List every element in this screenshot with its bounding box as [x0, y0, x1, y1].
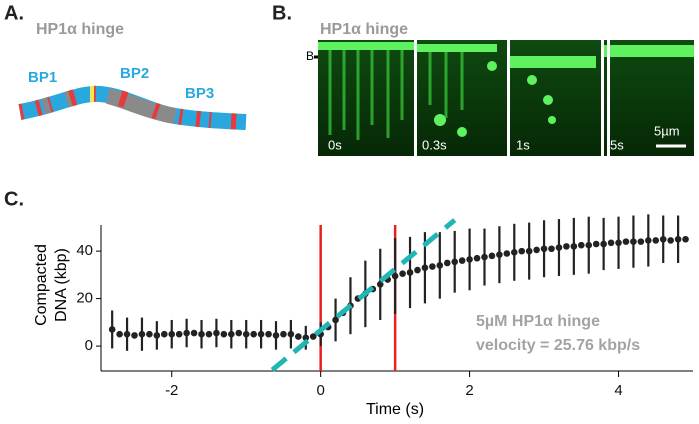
data-point	[525, 247, 533, 255]
data-point	[585, 241, 593, 249]
data-point	[518, 247, 526, 255]
data-point	[496, 251, 503, 258]
data-point	[257, 330, 265, 338]
data-point	[578, 241, 585, 249]
data-point	[205, 330, 213, 338]
data-point	[533, 246, 540, 254]
annotation: 5µM HP1α hinge	[476, 313, 600, 330]
data-point	[272, 332, 280, 339]
frame-time: 0.3s	[422, 137, 447, 152]
frame-time: 5s	[610, 137, 624, 152]
data-point	[146, 330, 153, 338]
panel-label: C.	[4, 188, 24, 210]
data-point	[451, 258, 459, 266]
data-point	[213, 329, 220, 337]
data-point	[399, 270, 406, 277]
segment-label: BP3	[185, 85, 214, 102]
data-point	[540, 245, 548, 253]
data-point	[510, 249, 518, 256]
x-tick-label: 4	[614, 382, 622, 399]
data-point	[592, 240, 600, 248]
data-point	[183, 329, 190, 337]
data-point	[175, 330, 183, 338]
data-point	[406, 269, 414, 276]
data-point	[458, 257, 466, 264]
data-point	[466, 256, 473, 263]
y-tick-label: 0	[85, 337, 93, 354]
data-point	[570, 243, 578, 250]
frame-time: 0s	[328, 137, 342, 152]
microscopy-frames	[318, 40, 694, 156]
data-point	[220, 330, 228, 338]
data-point	[630, 238, 637, 245]
data-point	[667, 237, 674, 244]
data-point	[160, 330, 168, 338]
data-point	[443, 259, 451, 267]
data-point	[473, 254, 481, 262]
data-point	[138, 330, 146, 338]
x-tick-label: -2	[165, 382, 178, 399]
data-point	[548, 245, 555, 253]
data-point	[280, 330, 287, 338]
data-point	[615, 239, 622, 247]
data-point	[190, 329, 198, 337]
data-point	[563, 243, 570, 250]
data-point	[645, 237, 652, 244]
data-point	[555, 244, 563, 251]
y-tick-label: 20	[76, 290, 93, 307]
data-point	[652, 237, 660, 244]
data-point	[682, 235, 689, 243]
data-point	[622, 238, 630, 245]
data-point	[637, 238, 645, 245]
scale-bar-label: 5µm	[654, 123, 680, 138]
data-point	[295, 333, 302, 340]
data-point	[302, 334, 310, 342]
data-point	[123, 330, 131, 338]
data-point	[242, 330, 250, 338]
data-point	[153, 332, 161, 339]
data-point	[332, 316, 339, 324]
annotation: velocity = 25.76 kbp/s	[476, 337, 640, 354]
y-axis-label: DNA (kbp)	[53, 248, 70, 322]
data-point	[659, 235, 667, 243]
data-point	[108, 326, 116, 333]
data-point	[309, 333, 317, 340]
data-point	[607, 239, 615, 247]
panel-label: A.	[4, 2, 24, 24]
x-tick-label: 0	[317, 382, 325, 399]
y-axis-label: Compacted	[33, 244, 50, 326]
x-axis-label: Time (s)	[366, 401, 424, 418]
panel-label: B.	[272, 2, 292, 24]
segment-label: BP2	[120, 65, 149, 82]
data-point	[116, 330, 123, 338]
data-point	[168, 330, 176, 338]
frame-time: 1s	[516, 137, 530, 152]
data-point	[421, 264, 429, 272]
data-point	[503, 250, 511, 257]
data-point	[481, 253, 488, 261]
segment-label: BP1	[28, 69, 57, 86]
data-point	[235, 329, 243, 337]
data-point	[488, 252, 496, 260]
fit-line	[270, 218, 457, 372]
data-point	[429, 263, 436, 270]
y-tick-label: 40	[76, 242, 93, 259]
x-tick-label: 2	[465, 382, 473, 399]
dna-ribbon	[18, 85, 247, 130]
panel-title: HP1α hinge	[36, 21, 124, 38]
data-point	[287, 330, 295, 338]
data-point	[600, 240, 607, 248]
data-point	[265, 330, 272, 338]
data-point	[414, 266, 421, 274]
bead-marker: B	[306, 49, 314, 63]
data-point	[436, 262, 444, 269]
data-point	[228, 330, 235, 338]
data-point	[198, 330, 205, 338]
data-point	[131, 332, 138, 339]
data-point	[250, 330, 257, 338]
panel-title: HP1α hinge	[320, 21, 408, 38]
data-point	[674, 235, 682, 243]
data-point	[391, 272, 399, 280]
